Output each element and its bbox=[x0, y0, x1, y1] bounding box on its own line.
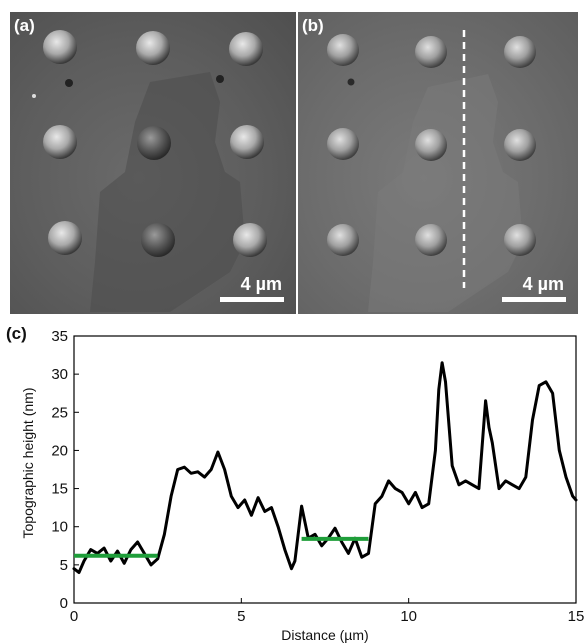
pillar bbox=[327, 224, 359, 256]
pillar bbox=[136, 31, 170, 65]
y-tick-label: 10 bbox=[51, 519, 68, 536]
y-tick-label: 35 bbox=[51, 328, 68, 345]
x-tick-label: 0 bbox=[70, 608, 78, 625]
y-tick-label: 25 bbox=[51, 404, 68, 421]
y-tick-label: 0 bbox=[60, 595, 68, 612]
pillar bbox=[415, 129, 447, 161]
hole bbox=[216, 75, 224, 83]
pillar bbox=[230, 125, 264, 159]
pillar bbox=[141, 223, 175, 257]
plot-frame bbox=[73, 335, 577, 604]
plot-area: 0 5 10 15 0 5 10 15 20 25 30 35 bbox=[51, 328, 584, 625]
scale-bar-a bbox=[220, 297, 284, 302]
pillar bbox=[504, 224, 536, 256]
panel-label-c: (c) bbox=[6, 324, 27, 343]
pillar bbox=[327, 128, 359, 160]
y-tick-label: 5 bbox=[60, 557, 68, 574]
x-tick-label: 15 bbox=[568, 608, 585, 625]
hole bbox=[65, 79, 73, 87]
scale-bar-label-a: 4 µm bbox=[240, 274, 282, 294]
pillar bbox=[43, 30, 77, 64]
scale-bar-label-b: 4 µm bbox=[522, 274, 564, 294]
particle bbox=[32, 94, 36, 98]
pillar bbox=[327, 34, 359, 66]
sem-image-panel-a: (a) 4 µm bbox=[10, 12, 296, 314]
pillar bbox=[415, 36, 447, 68]
pillar bbox=[233, 223, 267, 257]
y-axis-title: Topographic height (nm) bbox=[20, 388, 36, 539]
pillar bbox=[43, 125, 77, 159]
y-tick-label: 15 bbox=[51, 481, 68, 498]
pillar bbox=[504, 129, 536, 161]
panel-label-a: (a) bbox=[14, 16, 35, 35]
height-profile-chart: (c) 0 5 10 15 0 5 10 15 20 25 30 35 Distance (µm) T… bbox=[6, 324, 584, 643]
pillar bbox=[415, 224, 447, 256]
pillar bbox=[137, 126, 171, 160]
flake-region bbox=[90, 72, 245, 312]
x-tick-label: 5 bbox=[237, 608, 245, 625]
sem-image-a-graphic bbox=[32, 30, 267, 312]
sem-image-b-graphic bbox=[327, 30, 536, 312]
scale-bar-b bbox=[502, 297, 566, 302]
panel-label-b: (b) bbox=[302, 16, 324, 35]
pillar bbox=[504, 36, 536, 68]
sem-image-panel-b: (b) 4 µm bbox=[298, 12, 578, 314]
hole bbox=[347, 78, 355, 86]
x-axis-title: Distance (µm) bbox=[281, 627, 368, 643]
y-tick-label: 30 bbox=[51, 366, 68, 383]
flake-region bbox=[368, 74, 523, 312]
pillar bbox=[229, 32, 263, 66]
x-tick-label: 10 bbox=[400, 608, 417, 625]
height-profile-line bbox=[72, 361, 578, 574]
pillar bbox=[48, 221, 82, 255]
y-tick-label: 20 bbox=[51, 442, 68, 459]
